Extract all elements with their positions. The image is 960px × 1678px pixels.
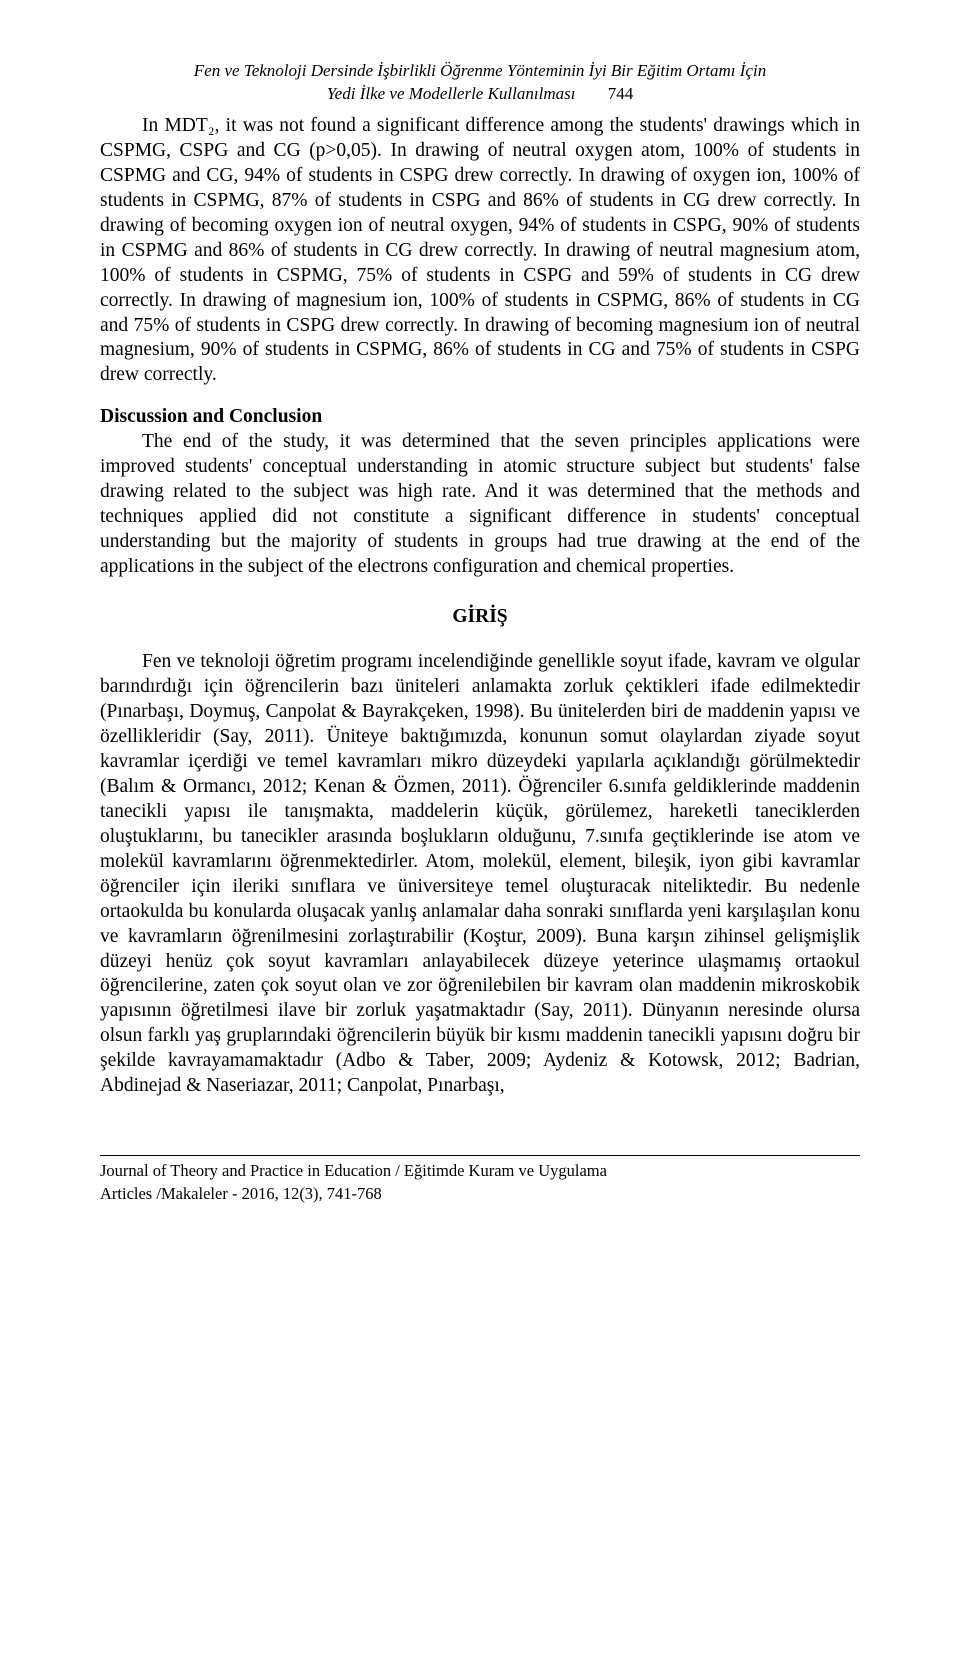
running-header-line2: Yedi İlke ve Modellerle Kullanılması	[327, 83, 576, 106]
discussion-heading: Discussion and Conclusion	[100, 406, 860, 428]
page-number: 744	[608, 84, 634, 103]
giris-heading: GİRİŞ	[100, 606, 860, 628]
discussion-paragraph: The end of the study, it was determined …	[100, 430, 860, 580]
page-footer: Journal of Theory and Practice in Educat…	[100, 1155, 860, 1205]
giris-paragraph: Fen ve teknoloji öğretim programı incele…	[100, 650, 860, 1099]
footer-journal-title: Journal of Theory and Practice in Educat…	[100, 1160, 860, 1182]
running-header: Fen ve Teknoloji Dersinde İşbirlikli Öğr…	[100, 60, 860, 106]
footer-issue-info: Articles /Makaleler - 2016, 12(3), 741-7…	[100, 1183, 860, 1205]
results-paragraph: In MDT₂, it was not found a significant …	[100, 114, 860, 388]
running-header-line1: Fen ve Teknoloji Dersinde İşbirlikli Öğr…	[100, 60, 860, 83]
